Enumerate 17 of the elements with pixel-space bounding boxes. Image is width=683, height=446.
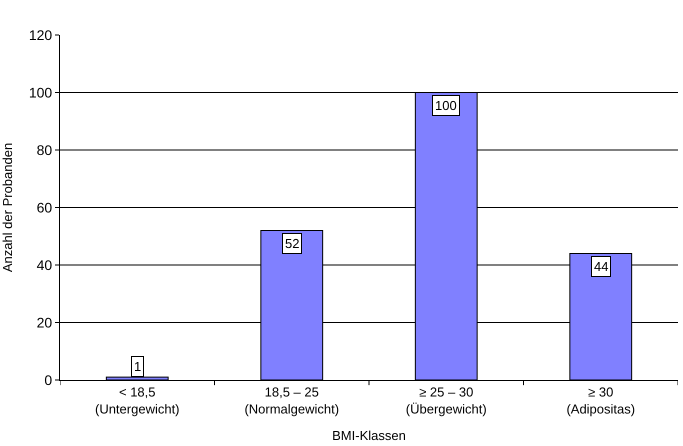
y-tick-label: 60 xyxy=(36,199,52,216)
data-label: 1 xyxy=(134,359,142,374)
y-tick-label: 80 xyxy=(36,142,52,158)
y-axis-title: Anzahl der Probanden xyxy=(0,142,15,272)
x-tick-label: ≥ 30 (Adipositas) xyxy=(566,384,636,416)
x-tick-label: < 18,5 (Untergewicht) xyxy=(94,384,180,416)
data-label: 100 xyxy=(435,98,457,113)
y-tick-label: 40 xyxy=(36,256,52,273)
y-tick-label: 100 xyxy=(28,84,52,100)
y-tick-label: 20 xyxy=(36,314,52,330)
x-tick-label: 18,5 – 25 (Normalgewicht) xyxy=(244,384,340,416)
y-tick-label: 0 xyxy=(44,372,52,388)
y-tick-label: 120 xyxy=(28,26,52,43)
data-label: 44 xyxy=(594,259,608,274)
x-axis-title: BMI-Klassen xyxy=(332,428,406,444)
x-tick-label: ≥ 25 – 30 (Übergewicht) xyxy=(406,384,487,416)
data-label: 52 xyxy=(285,236,300,251)
